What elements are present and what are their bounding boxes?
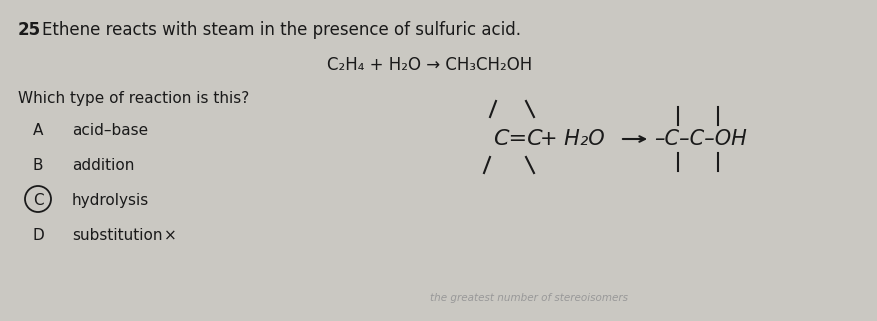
Text: A: A — [32, 123, 43, 138]
Text: addition: addition — [72, 158, 134, 173]
Text: D: D — [32, 228, 44, 243]
Text: –C–C–OH: –C–C–OH — [653, 129, 746, 149]
Text: the greatest number of stereoisomers: the greatest number of stereoisomers — [430, 293, 627, 303]
Text: substitution: substitution — [72, 228, 162, 243]
Text: C₂H₄ + H₂O → CH₃CH₂OH: C₂H₄ + H₂O → CH₃CH₂OH — [327, 56, 532, 74]
Text: acid–base: acid–base — [72, 123, 148, 138]
Text: C: C — [32, 193, 43, 208]
Text: Which type of reaction is this?: Which type of reaction is this? — [18, 91, 249, 106]
Text: C=C: C=C — [493, 129, 542, 149]
Text: 25: 25 — [18, 21, 41, 39]
Text: ×: × — [164, 228, 176, 243]
Text: B: B — [32, 158, 43, 173]
Text: hydrolysis: hydrolysis — [72, 193, 149, 208]
Text: Ethene reacts with steam in the presence of sulfuric acid.: Ethene reacts with steam in the presence… — [42, 21, 520, 39]
Text: + H₂O: + H₂O — [539, 129, 604, 149]
